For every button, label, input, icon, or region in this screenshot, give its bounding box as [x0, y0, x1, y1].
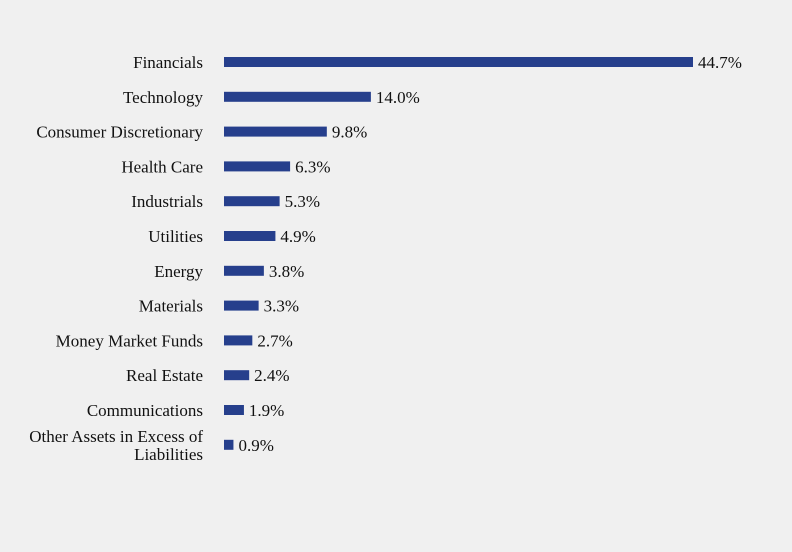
- value-label-consumer-discretionary: 9.8%: [332, 123, 367, 142]
- category-labels-group: Financials Technology Consumer Discretiona…: [29, 53, 203, 464]
- value-label-technology: 14.0%: [376, 88, 420, 107]
- value-label-real-estate: 2.4%: [254, 366, 289, 385]
- bar-utilities: [224, 231, 276, 241]
- value-label-materials: 3.3%: [264, 297, 299, 316]
- value-label-health-care: 6.3%: [295, 157, 330, 176]
- category-label-real-estate: Real Estate: [126, 366, 203, 385]
- value-label-communications: 1.9%: [249, 401, 284, 420]
- category-label-industrials: Industrials: [131, 192, 203, 211]
- category-label-financials: Financials: [133, 53, 203, 72]
- value-label-other-assets-in-excess-of-liabilities: 0.9%: [238, 436, 273, 455]
- bar-materials: [224, 300, 259, 311]
- bar-health-care: [224, 161, 291, 172]
- category-label-other-assets-in-excess-of-liabilities: Other Assets in Excess of Liabilities: [29, 427, 203, 464]
- category-label-technology: Technology: [123, 88, 204, 107]
- bar-financials: [224, 57, 693, 67]
- value-label-utilities: 4.9%: [280, 227, 315, 246]
- value-labels-group: 44.7% 14.0% 9.8%6.3% 5.3% 4.9% 3.8% 3.3% 2.7% 2.…: [238, 53, 741, 455]
- value-label-financials: 44.7%: [698, 53, 742, 72]
- category-label-materials: Materials: [139, 297, 203, 316]
- category-label-utilities: Utilities: [148, 227, 203, 246]
- value-label-money-market-funds: 2.7%: [257, 331, 292, 350]
- category-label-communications: Communications: [87, 401, 203, 420]
- category-label-consumer-discretionary: Consumer Discretionary: [36, 123, 203, 142]
- category-label-money-market-funds: Money Market Funds: [56, 331, 203, 350]
- bar-industrials: [224, 196, 280, 207]
- value-label-energy: 3.8%: [269, 262, 304, 281]
- value-label-industrials: 5.3%: [285, 192, 320, 211]
- category-label-health-care: Health Care: [121, 157, 203, 176]
- bars-group: [224, 57, 693, 450]
- bar-money-market-funds: [224, 335, 253, 346]
- bar-other-assets-in-excess-of-liabilities: [224, 439, 234, 450]
- bar-energy: [224, 265, 264, 276]
- bar-technology: [224, 91, 371, 102]
- bar-real-estate: [224, 370, 250, 381]
- bar-consumer-discretionary: [224, 126, 327, 137]
- bar-communications: [224, 405, 244, 415]
- category-label-energy: Energy: [154, 262, 203, 281]
